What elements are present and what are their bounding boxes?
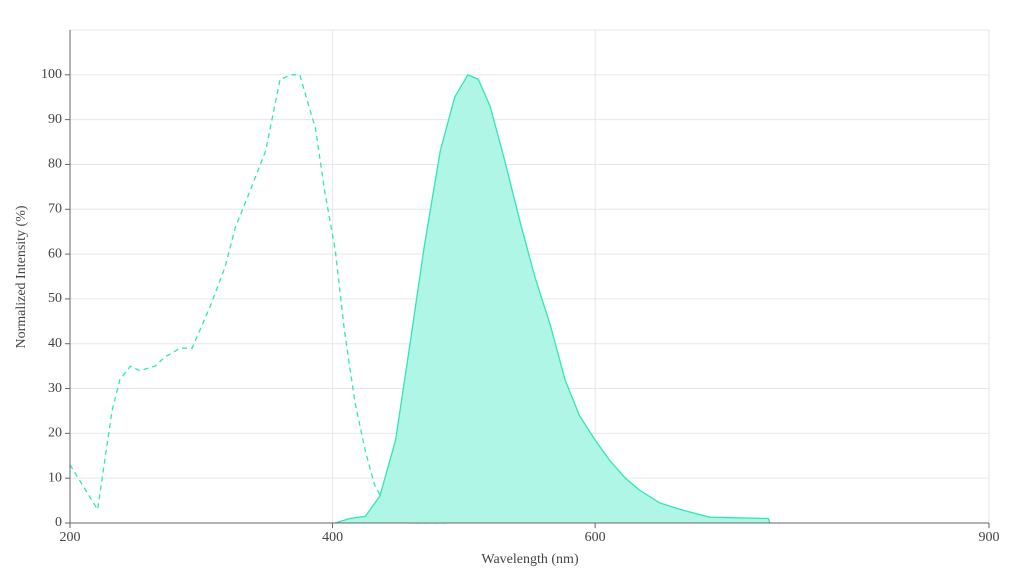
y-tick-label: 80 bbox=[48, 157, 62, 172]
y-tick-label: 10 bbox=[48, 470, 62, 485]
y-tick-label: 30 bbox=[48, 381, 62, 396]
line bbox=[69, 74, 446, 524]
x-axis-label: Wavelength (nm) bbox=[481, 552, 579, 567]
x-tick-label: 600 bbox=[585, 530, 606, 545]
y-tick-label: 100 bbox=[41, 67, 62, 82]
y-tick-label: 90 bbox=[48, 112, 62, 127]
y-tick-label: 60 bbox=[48, 246, 62, 261]
y-tick-label: 70 bbox=[48, 201, 62, 216]
y-tick-label: 40 bbox=[48, 336, 62, 351]
y-tick-label: 0 bbox=[55, 515, 62, 530]
y-tick-label: 50 bbox=[48, 291, 62, 306]
x-tick-label: 400 bbox=[322, 530, 343, 545]
y-tick-label: 20 bbox=[48, 426, 62, 441]
x-tick-label: 200 bbox=[60, 530, 81, 545]
area bbox=[335, 74, 770, 524]
y-axis-label: Normalized Intensity (%) bbox=[14, 205, 29, 348]
x-tick-label: 900 bbox=[979, 530, 1000, 545]
line bbox=[335, 73, 771, 524]
